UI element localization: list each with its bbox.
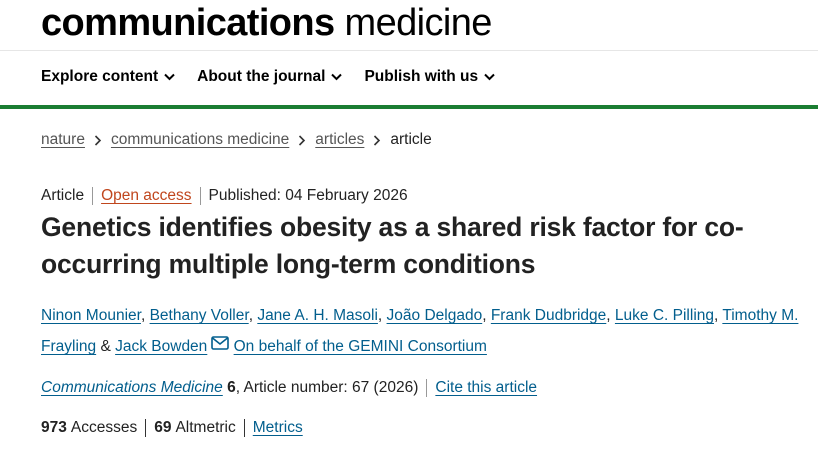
author-separator: , bbox=[714, 307, 719, 324]
consortium-link[interactable]: On behalf of the GEMINI Consortium bbox=[233, 338, 487, 355]
chevron bbox=[164, 73, 175, 81]
author-separator: , bbox=[140, 307, 146, 324]
access-wrap: Open access bbox=[92, 187, 199, 205]
author-link[interactable]: Ninon Mounier bbox=[41, 307, 141, 324]
metrics-link-wrap: Metrics bbox=[243, 419, 311, 437]
crumb-arrow bbox=[94, 134, 102, 146]
logo[interactable]: communications medicine bbox=[41, 2, 492, 45]
altmetric: 69 Altmetric bbox=[145, 419, 244, 437]
altmetric-count: 69 bbox=[154, 419, 172, 436]
metrics: 973 Accesses 69 Altmetric Metrics bbox=[41, 419, 311, 437]
article-number: , Article number: 67 (2026) bbox=[235, 379, 419, 396]
nav-item[interactable]: About the journal bbox=[197, 68, 343, 86]
published-date: Published: 04 February 2026 bbox=[199, 187, 416, 205]
breadcrumb-link[interactable]: nature bbox=[41, 131, 85, 148]
author-link[interactable]: João Delgado bbox=[386, 307, 483, 324]
citation: Communications Medicine 6, Article numbe… bbox=[41, 379, 537, 397]
article-type: Article bbox=[41, 187, 85, 204]
author-link[interactable]: Luke C. Pilling bbox=[614, 307, 714, 324]
author-separator: , bbox=[482, 307, 487, 324]
chevron bbox=[484, 73, 495, 81]
nav-label[interactable]: Explore content bbox=[41, 68, 159, 85]
logo-bold[interactable]: communications bbox=[41, 2, 335, 44]
divider bbox=[0, 50, 818, 51]
breadcrumb-link[interactable]: articles bbox=[315, 131, 365, 148]
nav-label[interactable]: Publish with us bbox=[364, 68, 479, 85]
breadcrumbs: nature communications medicine articles … bbox=[41, 131, 432, 149]
email-icon[interactable] bbox=[211, 336, 230, 350]
nav-item[interactable]: Explore content bbox=[41, 68, 175, 86]
open-access[interactable]: Open access bbox=[101, 187, 192, 204]
author-link[interactable]: Timothy M. Frayling bbox=[41, 307, 799, 355]
journal-link[interactable]: Communications Medicine bbox=[41, 379, 223, 396]
author-link[interactable]: Bethany Voller bbox=[149, 307, 249, 324]
author-link[interactable]: Frank Dudbridge bbox=[490, 307, 607, 324]
nav-underline bbox=[0, 105, 818, 109]
article-title: Genetics identifies obesity as a shared … bbox=[41, 212, 744, 279]
author-list: Ninon Mounier, Bethany Voller, Jane A. H… bbox=[41, 300, 801, 362]
nav: Explore content About the journal Publis… bbox=[41, 68, 495, 86]
nav-label[interactable]: About the journal bbox=[197, 68, 326, 85]
author-link[interactable]: Jack Bowden bbox=[115, 338, 208, 355]
metrics-link[interactable]: Metrics bbox=[252, 419, 303, 436]
author-link[interactable]: Jane A. H. Masoli bbox=[257, 307, 378, 324]
author-separator: , bbox=[606, 307, 611, 324]
altmetric-label: Altmetric bbox=[175, 419, 236, 436]
crumb-arrow bbox=[299, 134, 306, 146]
chevron bbox=[331, 73, 343, 81]
cite-link[interactable]: Cite this article bbox=[426, 379, 537, 397]
author-joiner: & bbox=[100, 338, 111, 355]
citation-text: Communications Medicine 6, Article numbe… bbox=[41, 379, 418, 397]
author-separator: , bbox=[377, 307, 383, 324]
author-separator: , bbox=[248, 307, 253, 324]
crumb-arrow bbox=[374, 134, 381, 146]
logo-regular[interactable]: medicine bbox=[344, 2, 493, 44]
volume: 6 bbox=[227, 379, 236, 396]
breadcrumb-current: article bbox=[390, 131, 432, 148]
accesses-label: Accesses bbox=[70, 419, 138, 436]
accesses: 973 Accesses bbox=[41, 419, 145, 437]
nav-item[interactable]: Publish with us bbox=[364, 68, 495, 86]
breadcrumb-link[interactable]: communications medicine bbox=[110, 131, 290, 148]
article-meta: Article Open access Published: 04 Februa… bbox=[41, 187, 416, 205]
accesses-count: 973 bbox=[41, 419, 67, 436]
